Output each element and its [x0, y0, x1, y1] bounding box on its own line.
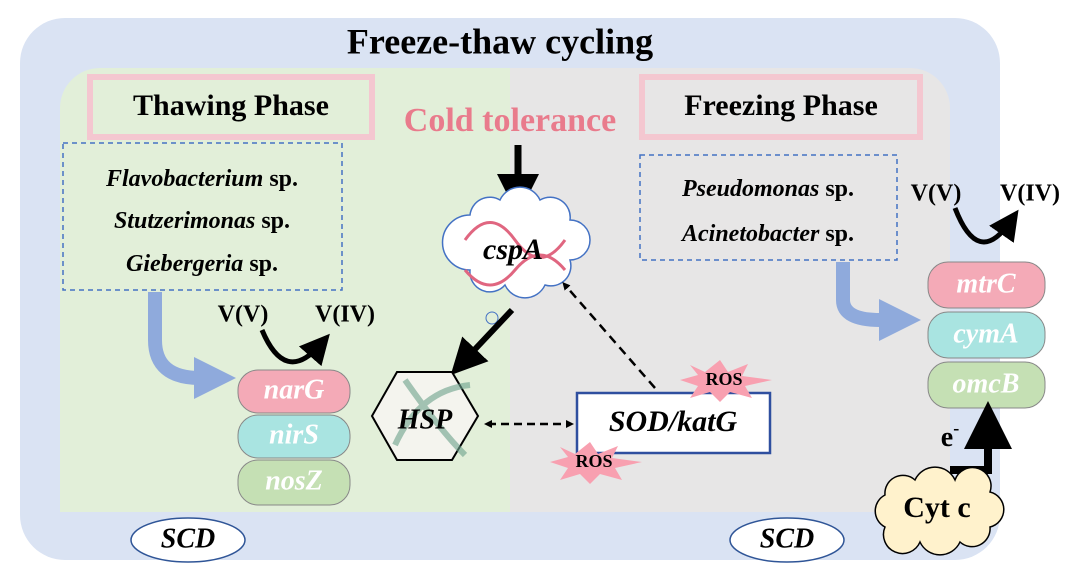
gene-box: [927, 311, 1046, 359]
gene: omcB: [953, 368, 1020, 399]
species: Acinetobacter sp.: [680, 221, 854, 247]
gene: nirS: [269, 419, 319, 450]
cytc-cloud: [874, 466, 1005, 556]
v-label: V(IV): [1000, 181, 1060, 207]
ros: ROS: [705, 369, 742, 389]
cold-tolerance: Cold tolerance: [404, 102, 616, 139]
electron: e-: [941, 418, 959, 453]
ros-burst: [550, 442, 642, 484]
hsp: HSP: [397, 404, 453, 435]
scd: SCD: [760, 523, 814, 554]
species-box: [639, 154, 898, 261]
phase-title: Thawing Phase: [133, 89, 329, 122]
species: Stutzerimonas sp.: [114, 208, 290, 234]
gene: cymA: [953, 318, 1018, 349]
v-label: V(IV): [315, 302, 375, 328]
species-box: [62, 142, 343, 291]
title: Freeze-thaw cycling: [347, 21, 653, 61]
thought-bubble: [485, 311, 499, 325]
gene: narG: [264, 374, 325, 405]
phase-title: Freezing Phase: [684, 89, 878, 122]
gene: nosZ: [265, 465, 323, 496]
gene-box: [237, 459, 351, 506]
ros-burst: [680, 360, 772, 402]
phase-box: [639, 74, 923, 140]
sod-box: [575, 391, 772, 455]
rna-wave: [463, 221, 567, 287]
protein-ribbon: [392, 378, 471, 458]
flow-arrow: [148, 292, 236, 399]
arrow: [450, 307, 515, 376]
flow-arrow: [836, 262, 921, 341]
species: Giebergeria sp.: [126, 251, 278, 277]
v-label: V(V): [218, 302, 269, 328]
gene-box: [237, 414, 351, 459]
redox-arrow: [259, 329, 330, 367]
scd-ellipse: [729, 517, 845, 563]
phase-box: [87, 74, 375, 140]
scd-ellipse: [130, 517, 246, 563]
gene-box: [237, 369, 351, 414]
gene-box: [927, 261, 1046, 309]
scd: SCD: [161, 523, 215, 554]
v-label: V(V): [911, 181, 962, 207]
dashed-arrow: [562, 281, 656, 389]
sod: SOD/katG: [609, 405, 738, 438]
gene: mtrC: [956, 268, 1015, 299]
cytc: Cyt c: [903, 491, 970, 524]
species: Pseudomonas sp.: [681, 176, 854, 202]
ros: ROS: [575, 451, 612, 471]
species: Flavobacterium sp.: [105, 166, 298, 192]
cspa: cspA: [483, 233, 543, 266]
redox-arrow: [952, 207, 1019, 245]
